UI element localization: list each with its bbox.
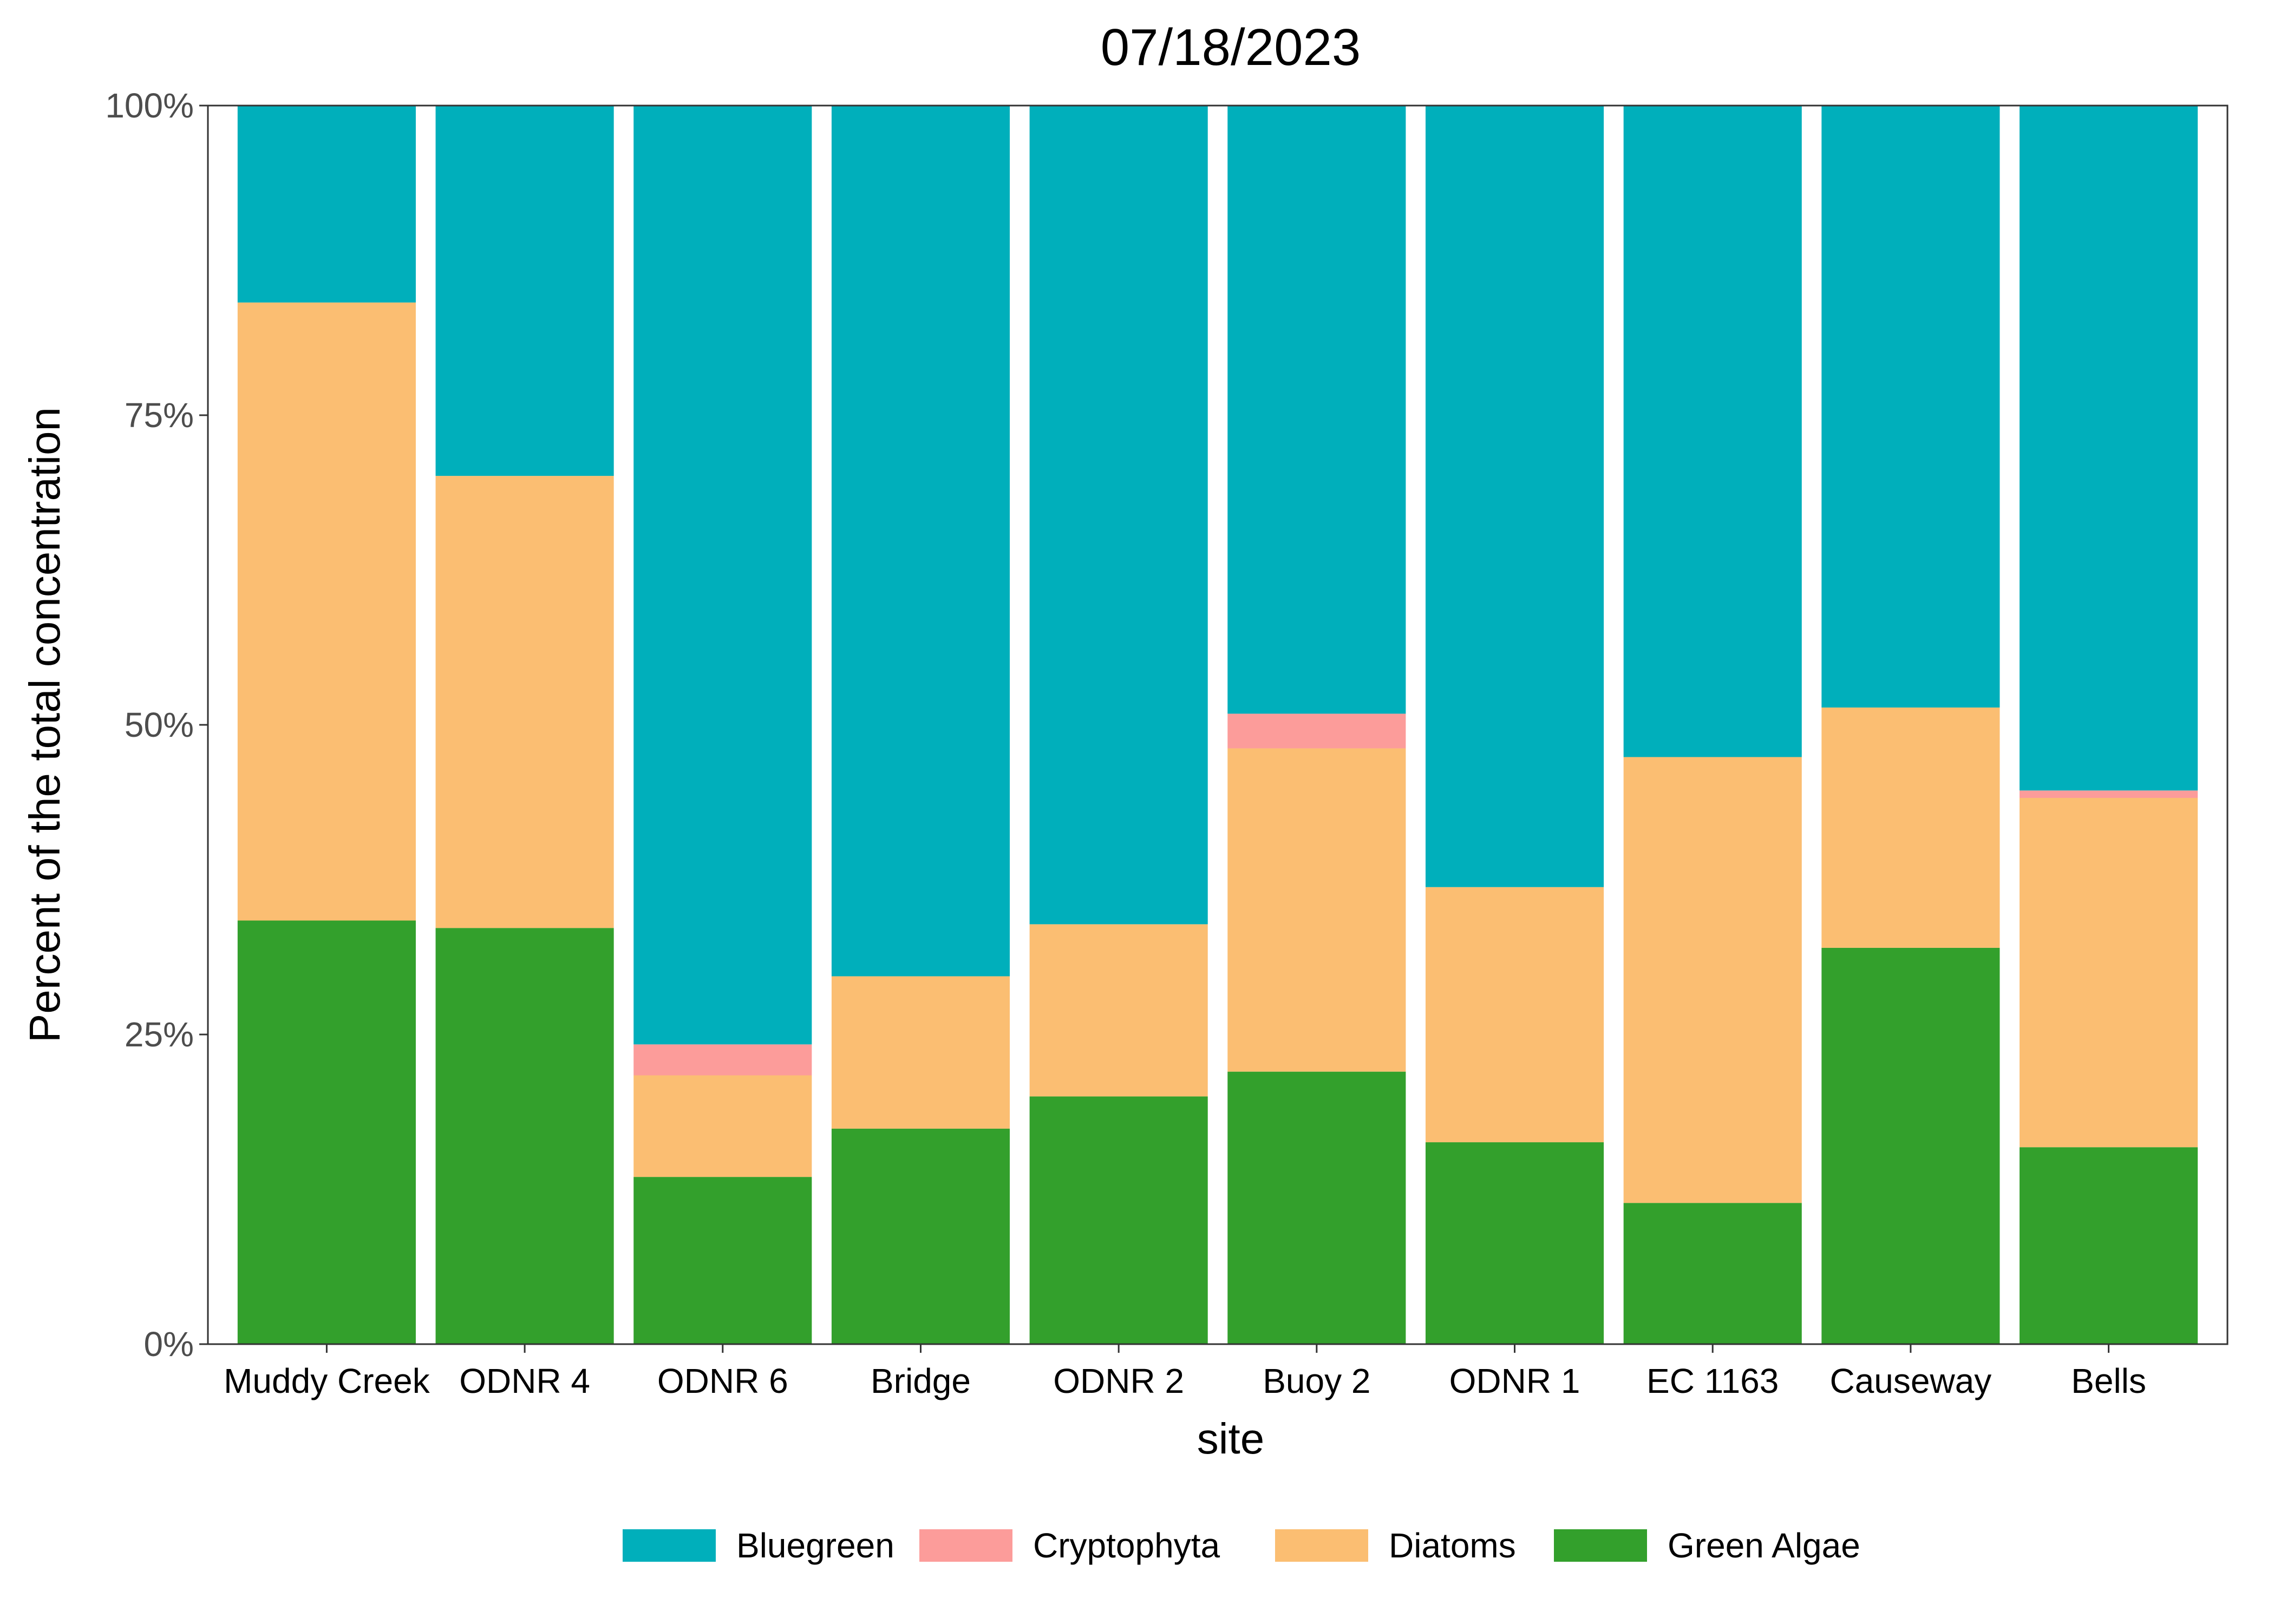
bar-segment-diatoms — [832, 976, 1010, 1128]
bar-segment-bluegreen — [238, 106, 416, 303]
bar-segment-bluegreen — [1227, 106, 1406, 713]
x-tick-label: Buoy 2 — [1263, 1361, 1370, 1400]
bar-segment-bluegreen — [1426, 106, 1604, 887]
y-axis: 0% 25% 50% 75% 100% — [105, 86, 208, 1364]
bar-segment-bluegreen — [2020, 106, 2198, 790]
bar-segment-cryptophyta — [1227, 713, 1406, 748]
y-axis-title: Percent of the total concentration — [21, 407, 69, 1043]
x-tick-label: Bells — [2071, 1361, 2146, 1400]
x-tick-label: EC 1163 — [1646, 1361, 1779, 1400]
bar-segment-diatoms — [1030, 924, 1208, 1096]
y-tick-label: 25% — [125, 1015, 194, 1054]
bar-segment-diatoms — [1821, 708, 1999, 948]
x-axis: Muddy Creek ODNR 4 ODNR 6 Bridge ODNR 2 Buoy … — [224, 1344, 2146, 1400]
x-tick-label: ODNR 1 — [1449, 1361, 1580, 1400]
bar-segment-diatoms — [238, 303, 416, 921]
bar-segment-bluegreen — [436, 106, 614, 476]
bar-segment-cryptophyta — [633, 1044, 812, 1075]
bars-layer — [238, 106, 2198, 1344]
y-tick-label: 100% — [105, 86, 194, 125]
legend-label: Green Algae — [1668, 1526, 1860, 1565]
bar-segment-green-algae — [1426, 1142, 1604, 1344]
bar-segment-diatoms — [1426, 887, 1604, 1142]
y-tick-label: 75% — [125, 396, 194, 435]
bar-segment-green-algae — [1624, 1203, 1802, 1344]
x-tick-label: Muddy Creek — [224, 1361, 430, 1400]
bar-segment-cryptophyta — [2020, 790, 2198, 798]
bar-segment-bluegreen — [1821, 106, 1999, 708]
bar-segment-green-algae — [1821, 948, 1999, 1344]
x-tick-label: ODNR 4 — [459, 1361, 590, 1400]
legend-label: Diatoms — [1389, 1526, 1516, 1565]
bar-segment-diatoms — [2020, 798, 2198, 1147]
bar-segment-green-algae — [633, 1177, 812, 1344]
x-tick-label: ODNR 2 — [1053, 1361, 1184, 1400]
y-tick-label: 0% — [144, 1325, 194, 1364]
bar-segment-diatoms — [1624, 757, 1802, 1203]
bar-segment-green-algae — [436, 928, 614, 1344]
bar-segment-green-algae — [1227, 1072, 1406, 1344]
bar-segment-bluegreen — [1030, 106, 1208, 924]
x-tick-label: ODNR 6 — [657, 1361, 788, 1400]
bar-segment-bluegreen — [633, 106, 812, 1044]
bar-segment-bluegreen — [832, 106, 1010, 976]
legend-label: Bluegreen — [736, 1526, 894, 1565]
legend-key-green-algae — [1554, 1529, 1647, 1562]
x-tick-label: Bridge — [871, 1361, 971, 1400]
bar-segment-bluegreen — [1624, 106, 1802, 757]
legend-key-bluegreen — [623, 1529, 716, 1562]
legend: Bluegreen Cryptophyta Diatoms Green Algae — [623, 1526, 1860, 1565]
bar-segment-green-algae — [238, 921, 416, 1345]
x-axis-title: site — [1197, 1415, 1265, 1463]
bar-segment-green-algae — [832, 1129, 1010, 1344]
x-tick-label: Causeway — [1829, 1361, 1991, 1400]
legend-key-diatoms — [1275, 1529, 1368, 1562]
bar-segment-diatoms — [633, 1076, 812, 1177]
y-tick-label: 50% — [125, 705, 194, 744]
bar-segment-green-algae — [1030, 1096, 1208, 1344]
bar-segment-diatoms — [436, 476, 614, 928]
bar-segment-diatoms — [1227, 748, 1406, 1071]
chart-title: 07/18/2023 — [1101, 18, 1361, 76]
bar-segment-green-algae — [2020, 1147, 2198, 1344]
legend-key-cryptophyta — [919, 1529, 1012, 1562]
legend-label: Cryptophyta — [1033, 1526, 1220, 1565]
